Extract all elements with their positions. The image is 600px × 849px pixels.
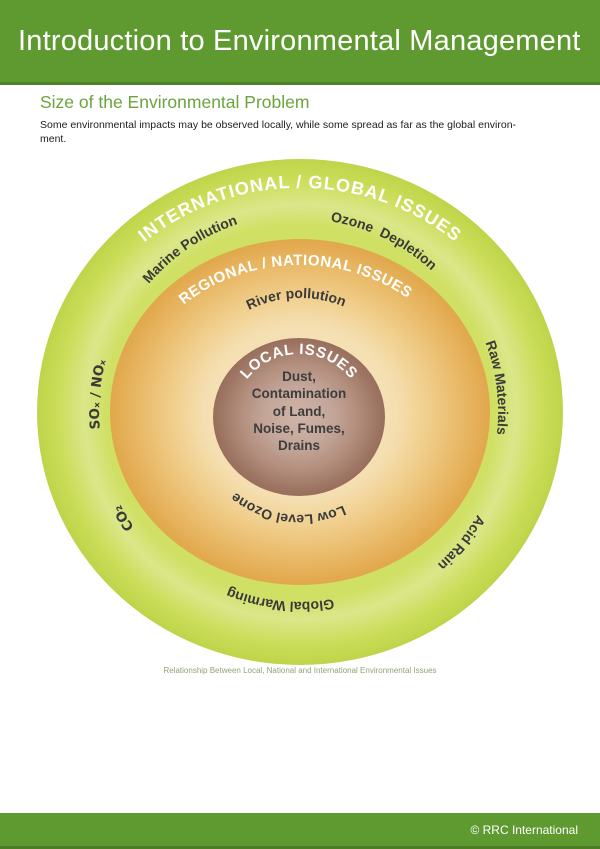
- center-line: Drains: [278, 438, 320, 453]
- inner-circle-local: [213, 338, 385, 496]
- center-line: Dust,: [282, 369, 316, 384]
- body-line: Some environmental impacts may be observ…: [40, 119, 517, 131]
- page-title: Introduction to Environmental Management: [18, 24, 581, 57]
- center-line: of Land,: [273, 404, 326, 419]
- body-line: ment.: [40, 132, 67, 145]
- center-line: Contamination: [252, 386, 347, 401]
- center-text-block: Dust, Contamination of Land, Noise, Fume…: [252, 369, 347, 453]
- body-text: Some environmental impacts may be observ…: [40, 119, 580, 146]
- center-line: Noise, Fumes,: [253, 421, 345, 436]
- figure-caption: Relationship Between Local, National and…: [163, 666, 437, 675]
- page-footer: © RRC International: [0, 813, 600, 849]
- section-heading: Size of the Environmental Problem: [40, 92, 310, 112]
- copyright-text: © RRC International: [470, 822, 578, 837]
- page-header: Introduction to Environmental Management: [0, 0, 600, 85]
